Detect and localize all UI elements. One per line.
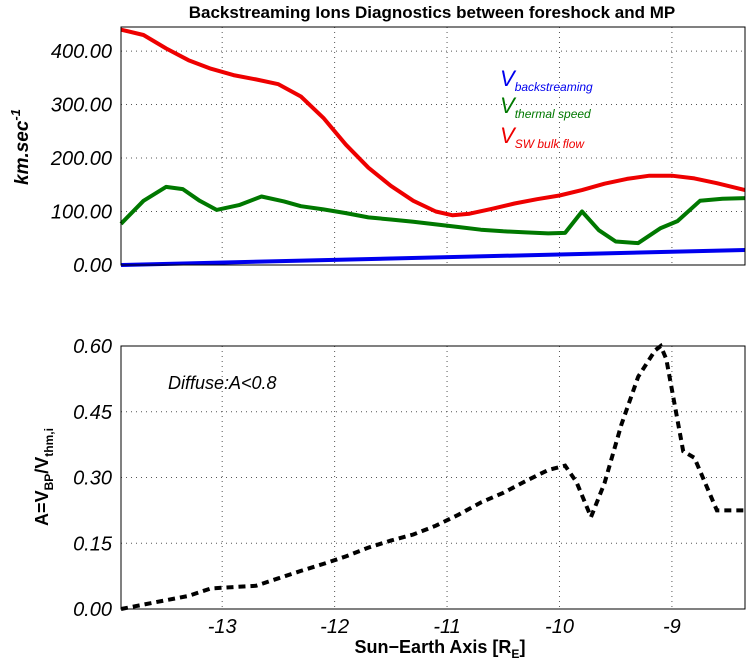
top-grid — [121, 27, 745, 265]
legend-sw-bulk-flow-sub: SW bulk flow — [515, 137, 586, 151]
bottom-y-axis-label-sub1: BP — [42, 474, 56, 491]
bottom-y-axis-label-sub2: thm,i — [42, 428, 56, 457]
top-series-layer — [119, 27, 746, 267]
bottom-panel: 0.00 0.15 0.30 0.45 0.60 -13 -12 -11 -10 -9 Diff… — [32, 336, 746, 661]
series-line-thermal-speed — [119, 184, 746, 246]
top-y-tick-label: 400.00 — [51, 41, 112, 63]
bottom-y-tick-label: 0.00 — [73, 599, 112, 621]
x-tick-label: -9 — [663, 616, 681, 638]
series-line-backstreaming — [120, 248, 746, 267]
diffuse-annotation: Diffuse:A<0.8 — [168, 373, 277, 393]
top-y-tick-label: 0.00 — [73, 255, 112, 277]
x-tick-labels: -13 -12 -11 -10 -9 — [208, 616, 681, 638]
top-y-tick-label: 100.00 — [51, 202, 112, 224]
top-y-tick-labels: 0.00 100.00 200.00 300.00 400.00 — [50, 41, 112, 277]
bottom-y-tick-label: 0.45 — [73, 402, 113, 424]
x-tick-label: -11 — [433, 616, 460, 638]
bottom-series-layer — [120, 342, 745, 611]
legend-thermal-speed: Vthermal speed — [500, 93, 591, 121]
legend-backstreaming: Vbackstreaming — [500, 66, 593, 94]
x-axis-label: Sun−Earth Axis [RE] — [355, 637, 526, 661]
bottom-y-tick-label: 0.30 — [73, 468, 112, 490]
legend: Vbackstreaming Vthermal speed VSW bulk f… — [500, 66, 593, 151]
top-panel: 0.00 100.00 200.00 300.00 400.00 km.sec-1 Vb… — [8, 26, 746, 277]
chart-title: Backstreaming Ions Diagnostics between f… — [189, 3, 676, 22]
bottom-y-tick-label: 0.60 — [73, 336, 112, 358]
x-tick-label: -12 — [320, 616, 349, 638]
legend-sw-bulk-flow: VSW bulk flow — [500, 123, 585, 151]
x-axis-label-sub: E — [511, 647, 519, 661]
x-axis-label-main: Sun−Earth Axis [R — [355, 637, 512, 657]
bottom-y-axis-label: A=VBP/Vthm,i — [32, 428, 56, 526]
top-y-axis-label: km.sec-1 — [8, 109, 33, 185]
series-line-sw-bulk-flow — [120, 27, 746, 218]
x-tick-label: -13 — [208, 616, 237, 638]
bottom-y-axis-label-a: A=V — [32, 490, 52, 526]
bottom-grid — [121, 346, 745, 609]
bottom-y-tick-label: 0.15 — [73, 533, 113, 555]
top-y-tick-label: 200.00 — [50, 148, 112, 170]
top-y-tick-label: 300.00 — [51, 95, 112, 117]
bottom-plot-frame — [120, 345, 746, 610]
legend-backstreaming-sub: backstreaming — [515, 80, 593, 94]
legend-thermal-speed-sub: thermal speed — [515, 107, 591, 121]
bottom-y-axis-label-mid: /V — [32, 457, 52, 474]
top-y-axis-label-main: km.sec — [12, 120, 33, 185]
x-axis-label-end: ] — [519, 637, 525, 657]
series-line-a-ratio — [120, 342, 745, 611]
top-plot-frame — [120, 26, 746, 266]
top-y-axis-label-sup: -1 — [8, 109, 23, 121]
x-tick-label: -10 — [545, 616, 574, 638]
bottom-y-tick-labels: 0.00 0.15 0.30 0.45 0.60 — [73, 336, 113, 621]
